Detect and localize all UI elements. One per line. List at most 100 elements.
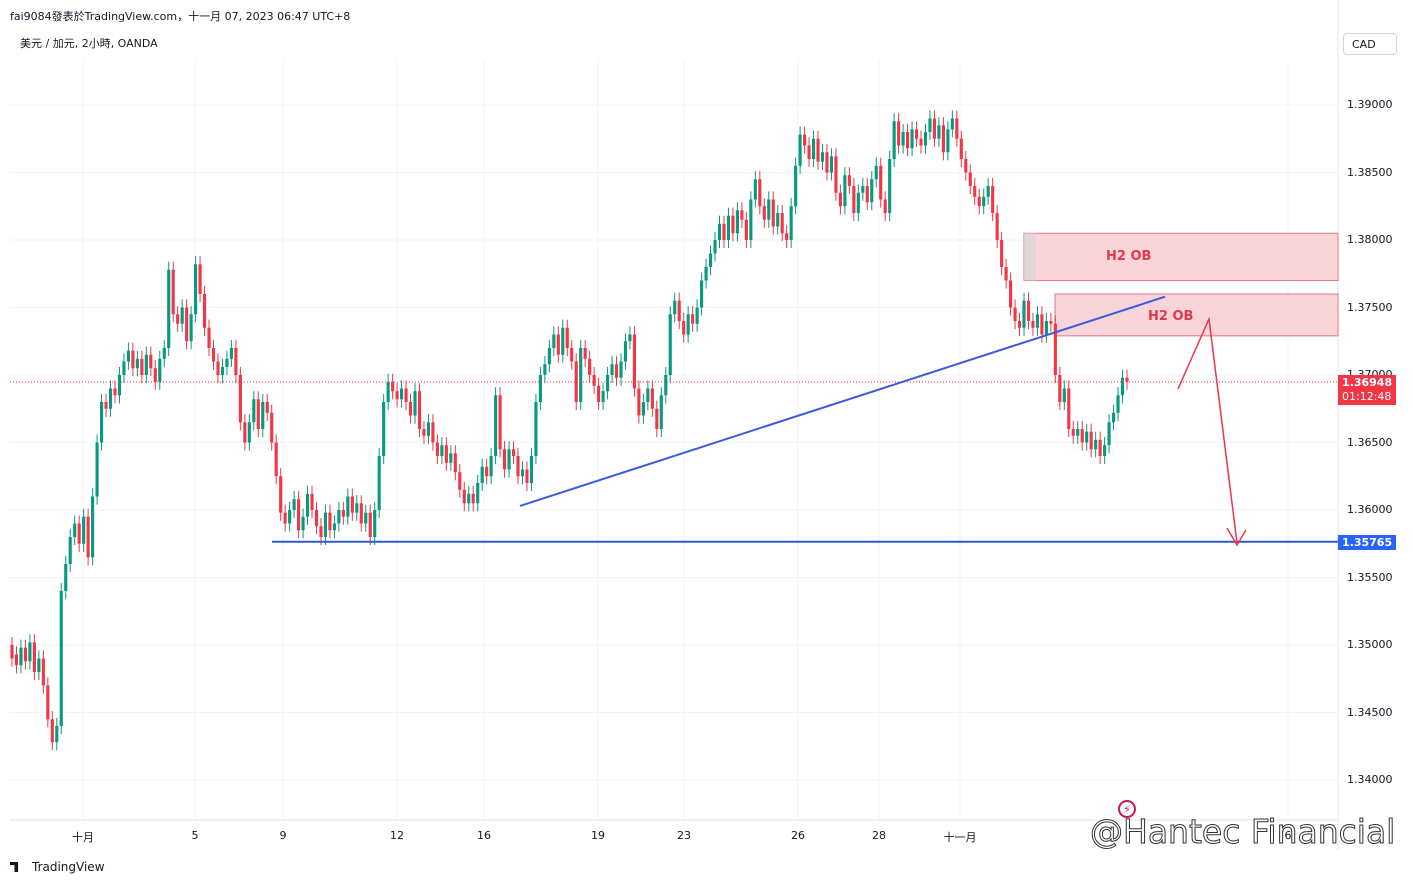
candle-body	[368, 512, 372, 537]
candle-body	[565, 327, 569, 348]
currency-button[interactable]: CAD	[1343, 33, 1397, 55]
candle-body	[332, 523, 336, 531]
candle-body	[220, 366, 225, 375]
candle-body	[1017, 321, 1022, 328]
zone-label-2: H2 OB	[1148, 309, 1194, 324]
candle-body	[632, 334, 636, 389]
candle-body	[538, 375, 542, 402]
candle-body	[373, 510, 377, 537]
candle-body	[614, 364, 619, 378]
candle-body	[46, 685, 50, 720]
candle-body	[297, 499, 301, 531]
candle-body	[73, 523, 77, 537]
candle-body	[968, 172, 972, 186]
candle-body	[919, 138, 923, 146]
candle-body	[731, 215, 735, 234]
candle-body	[350, 496, 354, 513]
candle-body	[270, 412, 274, 443]
candle-body	[583, 348, 587, 359]
candle-body	[977, 196, 981, 207]
candle-body	[211, 348, 216, 362]
candle-body	[99, 402, 104, 443]
candle-body	[489, 456, 493, 477]
candle-body	[650, 388, 654, 409]
candle-body	[359, 503, 363, 524]
candle-body	[767, 199, 771, 220]
candle-body	[198, 264, 202, 294]
candle-body	[592, 375, 596, 386]
candle-body	[601, 391, 605, 402]
candle-body	[252, 399, 256, 423]
candle-body	[923, 132, 928, 146]
candle-body	[82, 516, 86, 544]
candle-body	[234, 348, 238, 375]
candle-body	[189, 314, 193, 342]
candle-body	[32, 642, 36, 672]
candle-body	[605, 375, 610, 392]
x-tick-label: 5	[191, 829, 199, 842]
y-tick-label: 1.38500	[1347, 165, 1393, 179]
candle-body	[14, 654, 19, 666]
candle-countdown: 01:12:48	[1342, 390, 1392, 403]
candle-body	[735, 210, 739, 234]
candle-body	[825, 152, 829, 173]
candle-body	[10, 645, 14, 659]
candle-body	[1089, 431, 1093, 450]
candle-body	[122, 361, 126, 375]
candle-body	[986, 186, 990, 197]
candle-body	[274, 442, 278, 477]
candle-body	[610, 364, 614, 375]
candle-body	[552, 334, 556, 348]
candle-body	[973, 186, 977, 197]
candle-body	[1035, 314, 1040, 328]
candle-body	[991, 186, 995, 213]
candle-body	[516, 456, 520, 477]
candle-body	[704, 267, 708, 281]
candle-body	[529, 456, 534, 483]
candle-body	[865, 186, 869, 203]
candle-body	[417, 391, 422, 429]
candle-body	[247, 422, 251, 443]
candle-body	[261, 402, 265, 429]
candle-body	[444, 445, 448, 463]
candle-body	[664, 375, 668, 396]
candle-body	[480, 466, 484, 483]
drawings	[10, 295, 1338, 547]
candle-body	[1103, 445, 1107, 456]
candle-body	[717, 223, 722, 240]
y-tick-label: 1.35000	[1347, 638, 1393, 651]
candle-body	[1080, 429, 1084, 443]
tradingview-logo[interactable]: TradingView	[10, 860, 105, 874]
candle-body	[520, 469, 525, 477]
candle-body	[216, 361, 220, 375]
x-tick-label: 26	[791, 829, 805, 842]
x-tick-label: 28	[872, 829, 886, 842]
candle-body	[68, 537, 72, 564]
candle-body	[623, 341, 628, 362]
last-price: 1.36948	[1342, 376, 1393, 389]
candle-body	[395, 391, 399, 400]
candle-body	[158, 358, 162, 382]
candle-body	[561, 327, 565, 355]
lightning-icon[interactable]: ⚡	[1118, 800, 1136, 818]
candle-body	[856, 192, 860, 213]
candle-body	[740, 210, 744, 220]
candle-body	[811, 138, 816, 159]
candle-body	[117, 375, 122, 396]
candle-body	[883, 199, 887, 213]
candle-body	[1013, 307, 1017, 321]
candle-body	[870, 179, 874, 203]
candle-body	[453, 453, 457, 473]
candle-body	[995, 213, 999, 240]
candle-body	[1067, 388, 1071, 429]
candle-body	[279, 476, 283, 513]
tradingview-logo-icon	[10, 862, 19, 872]
candle-body	[959, 138, 963, 159]
candle-body	[1004, 267, 1008, 281]
candle-body	[135, 358, 139, 369]
zone-label-1: H2 OB	[1106, 249, 1152, 264]
candle-body	[485, 466, 489, 477]
candle-body	[556, 334, 560, 355]
candle-body	[914, 129, 919, 139]
